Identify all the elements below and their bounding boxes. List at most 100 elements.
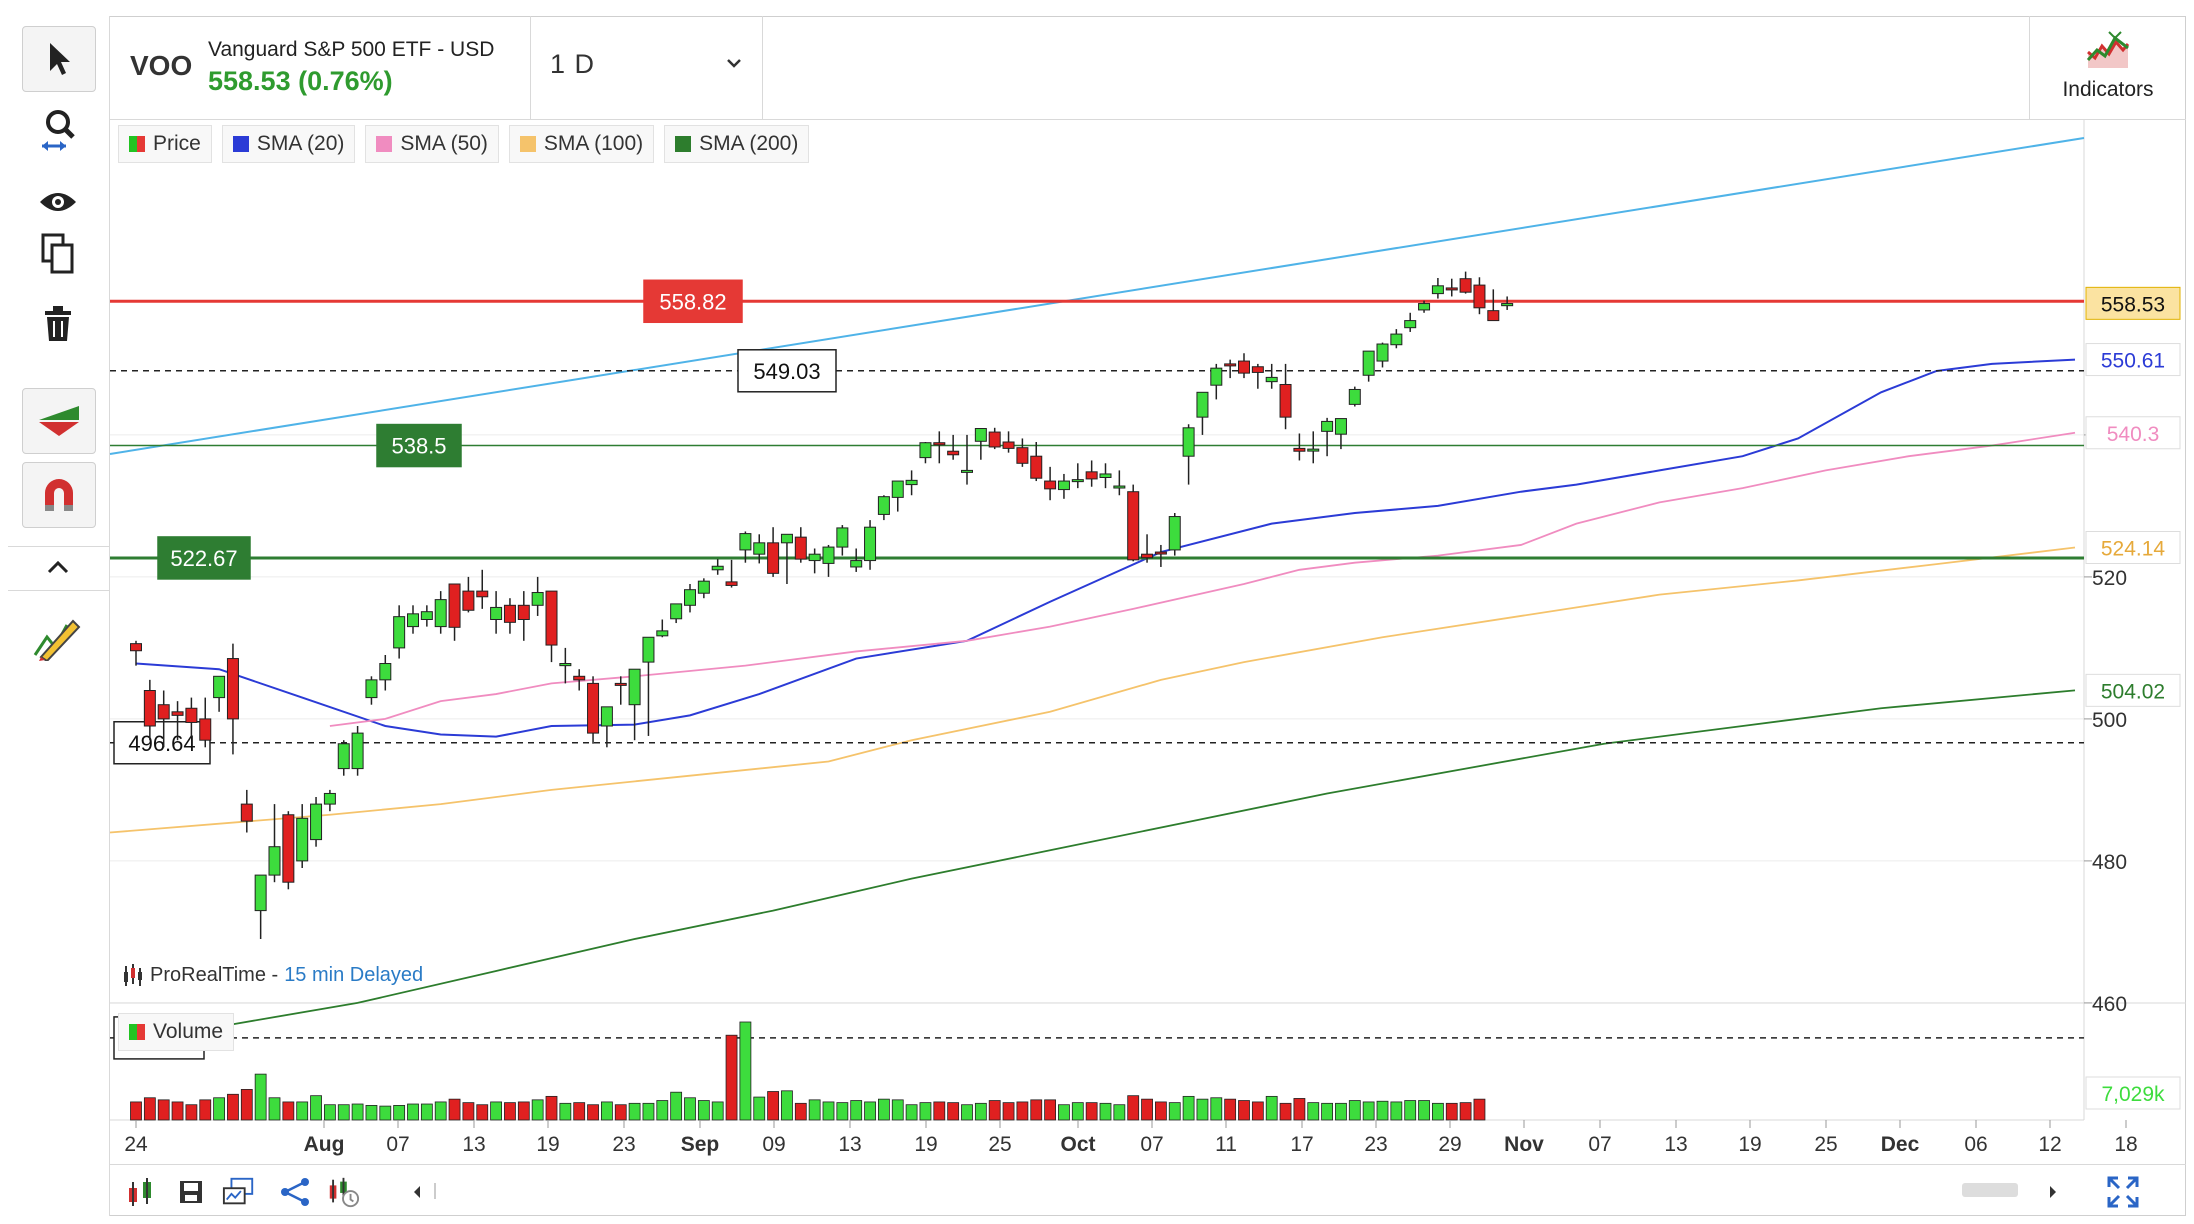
trendline-segment[interactable] (109, 137, 2085, 455)
volume-bar[interactable] (517, 1101, 530, 1121)
candle[interactable] (1265, 376, 1278, 383)
candle[interactable] (780, 533, 793, 544)
candle[interactable] (531, 592, 544, 606)
volume-bar[interactable] (587, 1104, 599, 1121)
candle[interactable] (545, 590, 558, 646)
volume-bar[interactable] (905, 1104, 918, 1121)
legend-sma200[interactable]: SMA (200) (664, 125, 810, 163)
volume-bar[interactable] (393, 1105, 406, 1121)
volume-legend[interactable]: Volume (118, 1013, 235, 1051)
collapse-toolbar-button[interactable] (22, 546, 94, 588)
legend-price[interactable]: Price (118, 125, 212, 163)
candle[interactable] (1099, 473, 1112, 479)
magnet-button[interactable] (22, 462, 96, 528)
candle[interactable] (1307, 448, 1320, 452)
volume-bar[interactable] (1016, 1101, 1029, 1121)
save-button[interactable] (174, 1175, 208, 1209)
candle[interactable] (296, 817, 309, 862)
trade-tool-button[interactable] (22, 388, 96, 454)
candle[interactable] (157, 704, 170, 720)
volume-bar[interactable] (1127, 1095, 1140, 1121)
volume-bar[interactable] (545, 1095, 558, 1121)
volume-bar[interactable] (1155, 1101, 1167, 1121)
zoom-tool-button[interactable] (22, 98, 94, 162)
candle[interactable] (1348, 388, 1361, 405)
volume-bar[interactable] (1279, 1102, 1292, 1121)
candle[interactable] (1501, 303, 1514, 307)
candle[interactable] (1334, 418, 1347, 435)
candle[interactable] (767, 542, 780, 574)
candle[interactable] (1362, 350, 1375, 376)
volume-bar[interactable] (614, 1104, 627, 1121)
volume-bar[interactable] (1182, 1095, 1195, 1121)
candle[interactable] (143, 690, 156, 727)
candle[interactable] (1293, 447, 1306, 452)
volume-bar[interactable] (656, 1100, 669, 1121)
volume-bar[interactable] (157, 1099, 170, 1121)
candle[interactable] (1113, 485, 1126, 489)
volume-bar[interactable] (351, 1103, 364, 1121)
candle[interactable] (947, 450, 960, 456)
volume-bar[interactable] (1459, 1102, 1472, 1121)
volume-bar[interactable] (1071, 1102, 1084, 1121)
candle[interactable] (1196, 391, 1209, 418)
volume-bar[interactable] (227, 1093, 239, 1121)
layouts-button[interactable] (222, 1175, 256, 1209)
volume-bar[interactable] (282, 1101, 295, 1121)
delay-link[interactable]: 15 min Delayed (284, 963, 424, 986)
drawing-tools-button[interactable] (22, 606, 94, 670)
volume-bar[interactable] (171, 1101, 184, 1121)
volume-bar[interactable] (573, 1102, 586, 1121)
candle[interactable] (891, 480, 904, 498)
volume-bar[interactable] (933, 1101, 946, 1121)
volume-bar[interactable] (1251, 1101, 1264, 1121)
candle[interactable] (1141, 553, 1154, 559)
level-tag-l5[interactable] (113, 721, 211, 765)
candle[interactable] (448, 583, 461, 628)
candle[interactable] (1445, 287, 1458, 291)
volume-bar[interactable] (1168, 1102, 1181, 1121)
candle[interactable] (226, 658, 239, 720)
volume-bar[interactable] (642, 1102, 655, 1121)
candle[interactable] (323, 792, 336, 805)
level-tag-l4[interactable] (157, 536, 251, 580)
candle[interactable] (130, 643, 142, 652)
candle[interactable] (1404, 320, 1417, 329)
volume-bar[interactable] (1141, 1098, 1153, 1121)
volume-bar[interactable] (1432, 1102, 1444, 1121)
candle[interactable] (1002, 441, 1015, 449)
volume-bar[interactable] (1265, 1095, 1278, 1121)
candle[interactable] (1016, 447, 1029, 464)
volume-bar[interactable] (240, 1089, 253, 1121)
candle[interactable] (850, 560, 863, 568)
chart-type-button[interactable] (124, 1175, 158, 1209)
candle[interactable] (808, 553, 821, 562)
visibility-button[interactable] (22, 170, 94, 234)
candle[interactable] (517, 604, 530, 620)
candle[interactable] (711, 565, 724, 571)
volume-bar[interactable] (407, 1103, 419, 1121)
candle[interactable] (476, 590, 489, 598)
volume-bar[interactable] (1335, 1102, 1347, 1121)
candle[interactable] (656, 630, 669, 637)
candle[interactable] (1057, 480, 1070, 491)
candle[interactable] (1085, 471, 1098, 480)
volume-bar[interactable] (213, 1097, 226, 1121)
candle[interactable] (1459, 278, 1472, 293)
candle[interactable] (351, 732, 364, 770)
candle[interactable] (974, 428, 987, 442)
candle[interactable] (490, 606, 503, 620)
volume-bar[interactable] (531, 1099, 544, 1121)
volume-bar[interactable] (794, 1102, 807, 1121)
volume-bar[interactable] (1321, 1102, 1333, 1121)
volume-bar[interactable] (434, 1101, 447, 1121)
candle[interactable] (185, 707, 198, 723)
volume-bar[interactable] (1113, 1104, 1126, 1121)
volume-bar[interactable] (1293, 1098, 1306, 1121)
candle[interactable] (407, 613, 419, 628)
volume-bar[interactable] (199, 1099, 212, 1121)
candle[interactable] (905, 479, 918, 486)
volume-bar[interactable] (296, 1101, 309, 1121)
candle[interactable] (1210, 367, 1223, 386)
candle[interactable] (933, 442, 946, 446)
